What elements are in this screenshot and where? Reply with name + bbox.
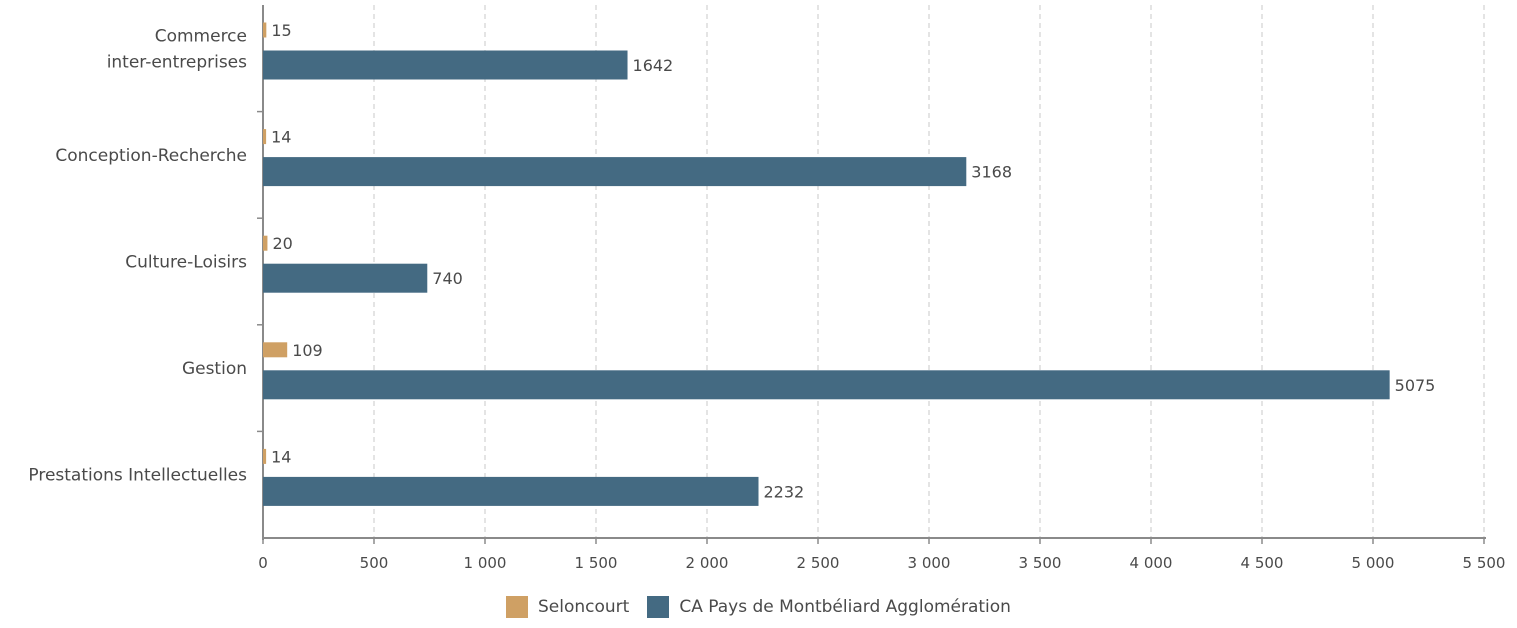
x-tick-label: 4 000 [1130, 554, 1173, 572]
bar-chart: 0 500 1 000 1 500 2 000 2 500 3 000 3 500 4 000 4… [28, 5, 1506, 572]
data-label: 15 [271, 21, 291, 40]
bar-ca-pays [263, 476, 759, 506]
bar-ca-pays [263, 370, 1390, 400]
data-label: 20 [272, 234, 292, 253]
x-tick-label: 5 000 [1352, 554, 1395, 572]
data-label: 1642 [633, 56, 674, 75]
bar-seloncourt [263, 129, 267, 145]
legend-swatch-ca-pays [647, 596, 670, 618]
data-label: 3168 [971, 163, 1012, 182]
x-tick-label: 1 500 [575, 554, 618, 572]
bar-ca-pays [263, 157, 967, 187]
category-label: Commerce inter-entreprises [107, 26, 247, 72]
x-tick-label: 0 [258, 554, 268, 572]
bar-seloncourt [263, 448, 267, 464]
legend: Seloncourt CA Pays de Montbéliard Agglom… [0, 596, 1517, 618]
data-label: 5075 [1395, 376, 1436, 395]
legend-swatch-seloncourt [506, 596, 529, 618]
x-tick-label: 2 000 [686, 554, 729, 572]
x-tick-label: 1 000 [464, 554, 507, 572]
x-tick-label: 500 [360, 554, 389, 572]
x-tick-label: 4 500 [1241, 554, 1284, 572]
data-label: 109 [292, 341, 323, 360]
bar-seloncourt [263, 342, 288, 358]
legend-item-seloncourt: Seloncourt [506, 596, 629, 618]
category-label: Conception-Recherche [55, 146, 247, 166]
category-label: Gestion [182, 359, 247, 379]
x-tick-label: 2 500 [797, 554, 840, 572]
data-label: 14 [271, 128, 291, 147]
legend-label-ca-pays: CA Pays de Montbéliard Agglomération [679, 597, 1011, 617]
legend-label-seloncourt: Seloncourt [538, 597, 630, 617]
data-label: 2232 [764, 482, 805, 501]
legend-item-ca-pays: CA Pays de Montbéliard Agglomération [647, 596, 1011, 618]
bar-ca-pays [263, 50, 628, 80]
data-label: 740 [432, 269, 463, 288]
x-tick-label: 5 500 [1463, 554, 1506, 572]
x-tick-label: 3 000 [908, 554, 951, 572]
bar-seloncourt [263, 235, 268, 251]
category-label: Culture-Loisirs [125, 253, 247, 273]
bar-ca-pays [263, 263, 428, 293]
bar-seloncourt [263, 22, 267, 38]
data-label: 14 [271, 447, 291, 466]
x-tick-label: 3 500 [1019, 554, 1062, 572]
category-label: Prestations Intellectuelles [28, 466, 247, 486]
